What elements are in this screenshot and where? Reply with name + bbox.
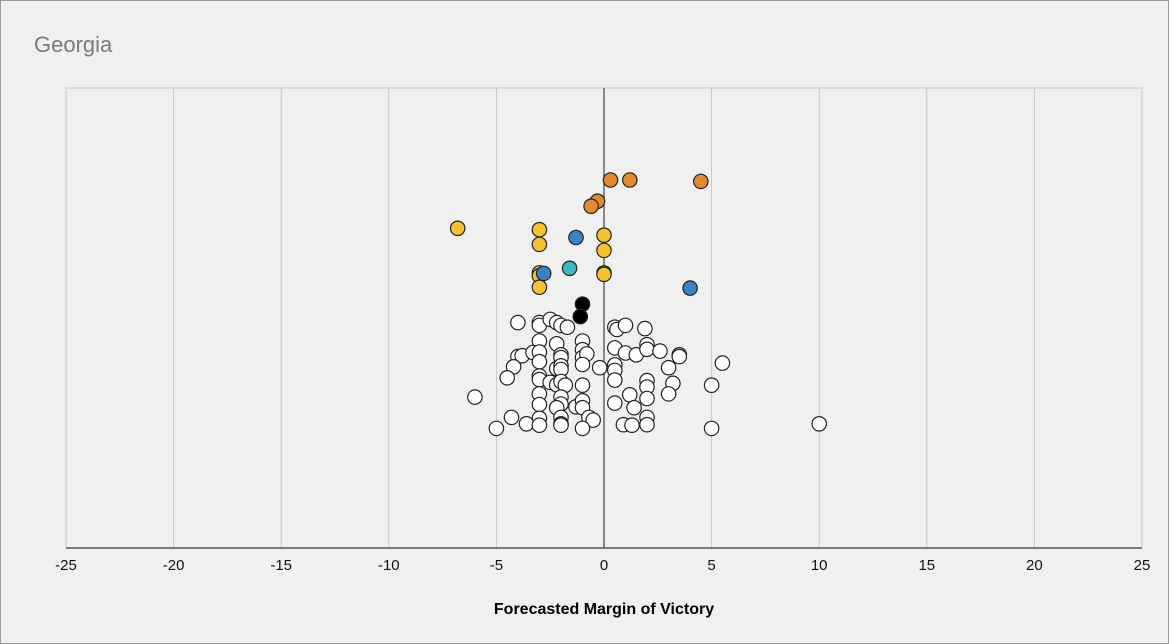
data-point[interactable]	[561, 260, 578, 277]
data-point[interactable]	[621, 386, 638, 403]
data-point[interactable]	[574, 356, 591, 373]
gridlines	[65, 88, 1143, 548]
data-points	[449, 172, 827, 437]
data-point[interactable]	[503, 409, 520, 426]
data-point[interactable]	[811, 415, 827, 432]
x-tick-label: -5	[490, 557, 503, 574]
x-tick-label: 10	[811, 557, 828, 574]
data-point[interactable]	[559, 319, 576, 335]
x-tick-label: 25	[1134, 557, 1151, 574]
data-point[interactable]	[531, 279, 548, 295]
x-tick-label: 20	[1026, 557, 1043, 574]
data-point[interactable]	[553, 417, 569, 433]
x-tick-label: -25	[55, 557, 77, 574]
data-point[interactable]	[692, 173, 709, 190]
data-point[interactable]	[591, 359, 608, 376]
data-point[interactable]	[660, 359, 677, 376]
data-point[interactable]	[671, 348, 688, 365]
data-point[interactable]	[617, 317, 634, 334]
data-point[interactable]	[574, 377, 591, 393]
data-point[interactable]	[531, 221, 548, 238]
data-point[interactable]	[585, 412, 601, 428]
data-point[interactable]	[499, 369, 515, 386]
x-tick-label: -15	[270, 557, 292, 574]
data-point[interactable]	[639, 416, 655, 433]
data-point[interactable]	[467, 389, 483, 405]
data-point[interactable]	[531, 353, 548, 370]
data-point[interactable]	[531, 417, 548, 433]
x-tick-label: -10	[378, 557, 400, 574]
data-point[interactable]	[703, 377, 720, 393]
data-point[interactable]	[660, 386, 677, 402]
x-tick-label: 5	[707, 557, 715, 574]
data-point[interactable]	[626, 399, 642, 416]
data-point[interactable]	[596, 242, 612, 259]
data-point[interactable]	[606, 372, 623, 388]
data-point[interactable]	[606, 395, 623, 411]
data-point[interactable]	[621, 172, 638, 188]
data-point[interactable]	[568, 229, 584, 246]
data-point[interactable]	[682, 280, 698, 296]
data-point[interactable]	[449, 220, 466, 237]
x-tick-label: 15	[918, 557, 935, 574]
chart-title: Georgia	[34, 32, 113, 57]
data-point[interactable]	[596, 227, 612, 243]
data-point[interactable]	[624, 417, 640, 433]
data-point[interactable]	[583, 198, 599, 214]
data-point[interactable]	[714, 355, 731, 371]
data-point[interactable]	[639, 390, 655, 407]
data-point[interactable]	[574, 420, 591, 437]
data-point[interactable]	[488, 420, 505, 437]
data-point[interactable]	[602, 172, 619, 188]
x-tick-labels: -25 -20 -15 -10 -5 0 5 10 15 20 25	[55, 557, 1150, 574]
data-point[interactable]	[652, 343, 668, 359]
data-point[interactable]	[510, 314, 526, 331]
data-point[interactable]	[637, 320, 653, 337]
data-point[interactable]	[518, 415, 535, 432]
data-point[interactable]	[531, 396, 548, 413]
data-point[interactable]	[531, 236, 548, 253]
x-tick-label: 0	[600, 557, 608, 574]
data-point[interactable]	[639, 341, 655, 358]
data-point[interactable]	[596, 266, 612, 283]
data-point[interactable]	[535, 265, 552, 282]
x-axis-label: Forecasted Margin of Victory	[494, 601, 714, 618]
data-point[interactable]	[572, 308, 589, 325]
data-point[interactable]	[703, 420, 720, 437]
x-tick-label: -20	[163, 557, 185, 574]
